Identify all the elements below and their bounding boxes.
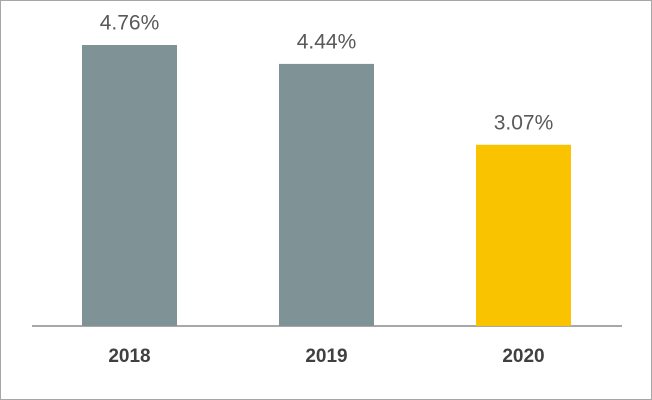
value-label: 4.44% — [297, 30, 357, 53]
x-tick-label: 2020 — [502, 346, 544, 367]
x-tick-label: 2019 — [305, 346, 347, 367]
bar — [279, 63, 374, 327]
value-label: 4.76% — [100, 12, 160, 35]
value-label: 3.07% — [494, 111, 554, 134]
bar — [476, 144, 571, 326]
bar — [82, 45, 177, 326]
x-tick-label: 2018 — [108, 346, 150, 367]
